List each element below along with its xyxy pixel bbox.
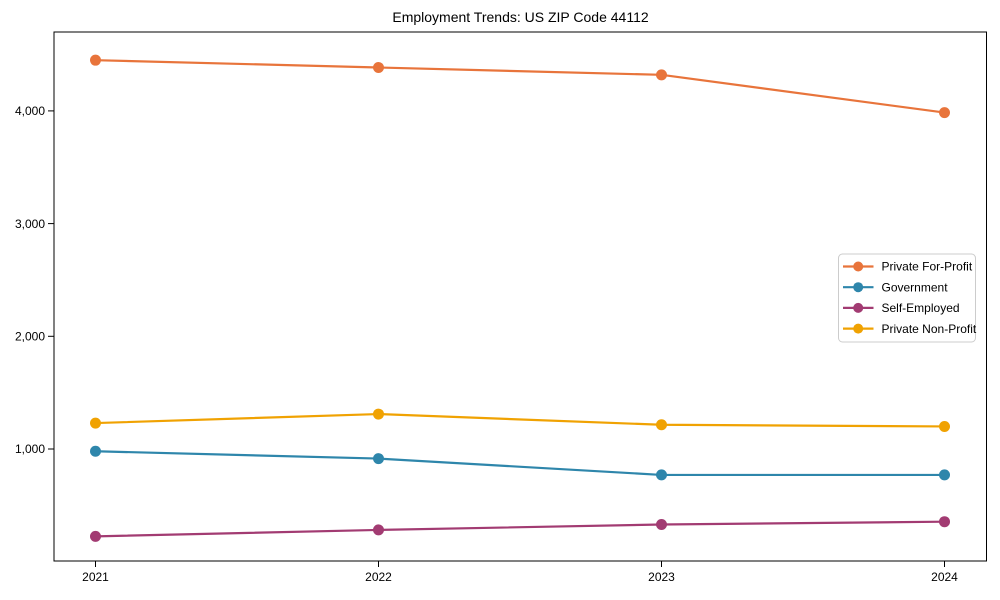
legend-label: Private For-Profit bbox=[882, 260, 973, 274]
data-point-government-2021 bbox=[90, 445, 101, 457]
series-line-government bbox=[95, 450, 945, 477]
data-point-government-2023 bbox=[656, 469, 667, 481]
legend-item-private-non-profit: Private Non-Profit bbox=[843, 322, 977, 336]
data-point-private-for-profit-2021 bbox=[90, 54, 101, 66]
data-point-self-employed-2024 bbox=[939, 516, 950, 528]
x-axis: 2021 2022 2023 2024 bbox=[82, 561, 958, 584]
data-point-self-employed-2022 bbox=[373, 524, 384, 536]
x-tick-label: 2024 bbox=[931, 570, 958, 584]
data-point-government-2024 bbox=[939, 469, 950, 481]
legend-marker bbox=[853, 261, 864, 272]
series-line-private-non-profit bbox=[95, 412, 945, 428]
x-tick-label: 2023 bbox=[648, 570, 675, 584]
x-tick-label: 2021 bbox=[82, 570, 109, 584]
series-private-for-profit bbox=[90, 54, 950, 119]
legend-label: Self-Employed bbox=[882, 301, 960, 315]
data-point-private-for-profit-2023 bbox=[656, 69, 667, 81]
legend-label: Government bbox=[882, 280, 949, 294]
x-tick-label: 2022 bbox=[365, 570, 392, 584]
y-tick-label: 4,000 bbox=[15, 104, 45, 118]
series-private-non-profit bbox=[90, 408, 950, 432]
legend-box bbox=[838, 253, 976, 343]
data-point-private-non-profit-2021 bbox=[90, 417, 101, 429]
data-point-private-for-profit-2022 bbox=[373, 62, 384, 74]
y-tick-label: 1,000 bbox=[15, 442, 45, 456]
y-axis: 1,000 2,000 3,000 4,000 bbox=[15, 104, 54, 456]
data-point-private-non-profit-2023 bbox=[656, 419, 667, 431]
legend-label: Private Non-Profit bbox=[882, 322, 977, 336]
legend-marker bbox=[853, 323, 864, 334]
data-point-government-2022 bbox=[373, 453, 384, 465]
series-line-private-for-profit bbox=[95, 59, 945, 114]
legend-marker bbox=[853, 282, 864, 293]
series-self-employed bbox=[90, 516, 950, 542]
data-point-private-non-profit-2024 bbox=[939, 420, 950, 432]
legend-item-self-employed: Self-Employed bbox=[843, 301, 960, 315]
data-point-self-employed-2023 bbox=[656, 519, 667, 531]
plot-border bbox=[53, 31, 987, 562]
series-line-self-employed bbox=[95, 520, 945, 538]
data-point-private-non-profit-2022 bbox=[373, 408, 384, 420]
legend: Private For-Profit Government Self-Employe… bbox=[838, 253, 977, 343]
series-government bbox=[90, 445, 950, 481]
data-point-private-for-profit-2024 bbox=[939, 107, 950, 119]
data-point-self-employed-2021 bbox=[90, 530, 101, 542]
y-tick-label: 3,000 bbox=[15, 217, 45, 231]
legend-item-private-for-profit: Private For-Profit bbox=[843, 260, 973, 274]
legend-marker bbox=[853, 302, 864, 313]
chart-title: Employment Trends: US ZIP Code 44112 bbox=[392, 9, 649, 25]
legend-item-government: Government bbox=[843, 280, 948, 294]
y-tick-label: 2,000 bbox=[15, 330, 45, 344]
